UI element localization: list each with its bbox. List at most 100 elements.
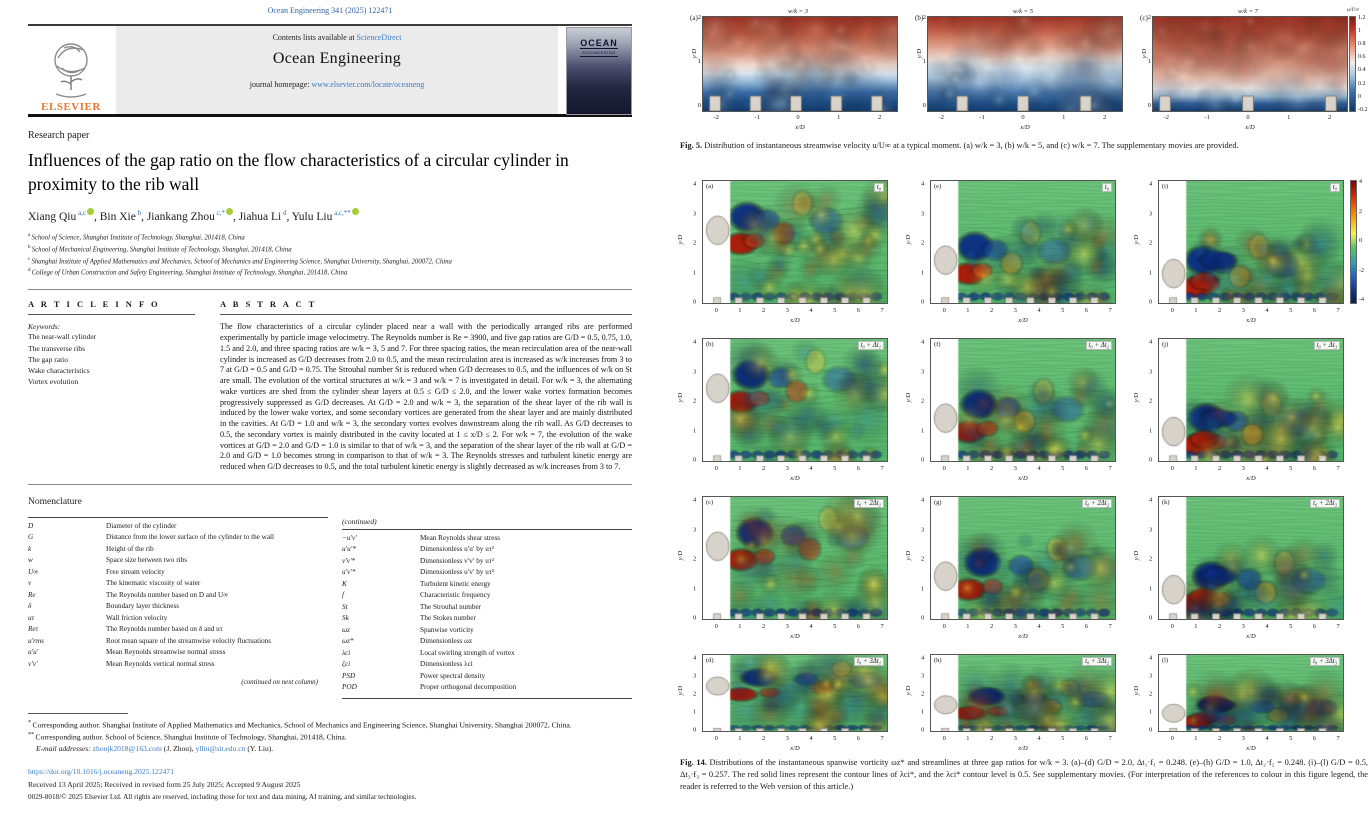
fig14-x-tick: 4	[1265, 307, 1269, 314]
fig14-x-tick: 6	[1312, 735, 1316, 742]
fig5-x-axis-label: x/D	[1020, 124, 1030, 131]
fig5-x-tick: 1	[1062, 114, 1066, 121]
author-superscript: c,*	[214, 209, 225, 218]
fig14-plot-area: (f) t₀ + Δt₂	[930, 338, 1116, 462]
fig14-y-tick: 2	[921, 555, 925, 563]
fig14-x-tick: 6	[856, 465, 860, 472]
fig14-x-tick: 3	[1241, 307, 1245, 314]
fig5-colorbar-tick: -0.2	[1358, 106, 1368, 113]
fig14-y-tick: 2	[693, 555, 697, 563]
orcid-icon[interactable]	[86, 208, 94, 216]
figure-14-caption: Fig. 14. Distributions of the instantane…	[680, 758, 1368, 791]
fig5-y-axis-label: y/D	[691, 48, 699, 59]
fig14-y-tick: 4	[921, 654, 925, 662]
sciencedirect-link[interactable]: ScienceDirect	[356, 33, 402, 42]
fig14-panel-letter: (b)	[706, 341, 714, 348]
fig5-y-tick: 0	[1147, 102, 1151, 109]
email-link-zhou[interactable]: zhoujk2018@163.com	[92, 744, 162, 754]
elsevier-logo[interactable]: ELSEVIER	[28, 26, 114, 114]
nomenclature-table-right: −u′v′ Mean Reynolds shear stress u′u′* Dime…	[342, 528, 632, 699]
fig14-x-tick: 5	[833, 735, 837, 742]
nomenclature-symbol: f	[342, 591, 344, 600]
fig14-colorbar: 4 2 0 -2 -4	[1350, 179, 1370, 304]
fig14-panel: y/D 4 3 2 1 0 (g) t₀ + 2Δt₂ 0 1 2 3 4 5 6 7 x/D	[905, 496, 1122, 650]
fig5-x-tick: -2	[713, 114, 719, 121]
keywords-list: The near-wall cylinder The transverse rib…	[28, 331, 204, 387]
fig14-x-tick: 2	[1217, 465, 1222, 472]
fig14-x-tick: 2	[989, 735, 994, 742]
nomenclature-row: ζci Dimensionless λci	[342, 659, 632, 671]
continued-heading: (continued)	[342, 516, 377, 526]
fig5-panel-letter: (b)	[915, 14, 924, 22]
fig5-x-tick: -2	[938, 114, 944, 121]
fig14-vorticity-field	[1159, 339, 1343, 461]
fig14-time-label: t₀	[1329, 183, 1340, 192]
fig14-x-axis-label: x/D	[790, 633, 800, 640]
footnote-marker: *	[28, 719, 33, 726]
fig14-x-tick: 2	[761, 307, 766, 314]
fig14-y-tick: 4	[1149, 180, 1153, 188]
nomenclature-description: Free stream velocity	[106, 567, 165, 576]
fig14-vorticity-field	[931, 181, 1115, 303]
nomenclature-description: Turbulent kinetic energy	[420, 579, 491, 588]
fig14-x-ticks: 0 1 2 3 4 5 6 7	[1158, 307, 1344, 316]
fig14-x-tick: 7	[880, 735, 884, 742]
doi-link[interactable]: https://doi.org/10.1016/j.oceaneng.2025.…	[28, 767, 175, 777]
nomenclature-description: Root mean square of the streamwise veloc…	[106, 636, 272, 645]
fig14-y-tick: 0	[693, 456, 697, 464]
fig14-x-tick: 4	[809, 735, 813, 742]
fig14-y-tick: 0	[921, 726, 925, 734]
fig5-x-tick: 2	[1103, 114, 1107, 121]
email-link-liu[interactable]: ylliu@sit.edu.cn	[195, 744, 246, 754]
fig5-plot-area	[927, 16, 1123, 112]
fig14-panel-letter: (a)	[706, 183, 714, 190]
nomenclature-symbol: Reτ	[28, 625, 39, 634]
fig14-panel: y/D 4 3 2 1 0 (h) t₀ + 3Δt₂ 0 1 2 3 4 5 6 7 x/D	[905, 654, 1122, 762]
fig14-x-tick: 0	[1170, 623, 1174, 630]
fig14-y-tick: 4	[1149, 654, 1153, 662]
fig5-panel-title: w/k = 7	[1238, 8, 1258, 15]
fig14-vorticity-field	[1159, 497, 1343, 619]
author-superscript: b	[135, 209, 142, 218]
fig5-x-axis-label: x/D	[795, 124, 805, 131]
orcid-icon[interactable]	[351, 208, 359, 216]
fig14-colorbar-tick: -2	[1359, 267, 1364, 274]
fig5-y-tick: 2	[697, 14, 701, 21]
fig5-colorbar-tick: 0.2	[1358, 80, 1366, 87]
fig14-panel: y/D 4 3 2 1 0 (e) t₀ 0 1 2 3 4 5 6 7 x/D	[905, 180, 1122, 334]
fig14-time-label: t₀ + 2Δt₃	[1310, 499, 1340, 508]
fig14-y-tick: 3	[693, 672, 697, 680]
fig5-y-tick: 0	[922, 102, 926, 109]
fig14-x-ticks: 0 1 2 3 4 5 6 7	[702, 465, 888, 474]
running-head-journal-ref[interactable]: Ocean Engineering 341 (2025) 122471	[267, 6, 393, 15]
nomenclature-description: The Strouhal number	[420, 602, 482, 611]
article-info-heading: A R T I C L E I N F O	[28, 299, 161, 310]
journal-cover-thumbnail[interactable]: OCEAN ENGINEERING	[566, 27, 632, 115]
orcid-icon[interactable]	[225, 208, 233, 216]
fig14-plot-area: (l) t₀ + 3Δt₃	[1158, 654, 1344, 732]
fig14-plot-area: (j) t₀ + Δt₃	[1158, 338, 1344, 462]
fig14-x-tick: 3	[1241, 735, 1245, 742]
keyword: Wake characteristics	[28, 366, 90, 376]
fig14-panel-letter: (h)	[934, 657, 942, 664]
fig14-y-tick: 2	[1149, 690, 1153, 698]
fig14-vorticity-field	[703, 181, 887, 303]
fig14-x-tick: 6	[1312, 307, 1316, 314]
fig14-x-tick: 2	[1217, 307, 1222, 314]
fig5-x-tick: -2	[1163, 114, 1169, 121]
fig14-x-tick: 4	[1265, 465, 1269, 472]
nomenclature-symbol: u′u′	[28, 648, 39, 657]
fig14-x-axis-label: x/D	[790, 745, 800, 752]
fig5-velocity-field	[1153, 17, 1347, 111]
journal-homepage-link[interactable]: www.elsevier.com/locate/oceaneng	[311, 80, 425, 89]
fig14-x-tick: 0	[942, 735, 946, 742]
fig14-x-tick: 6	[1084, 735, 1088, 742]
cover-subtitle: ENGINEERING	[580, 48, 618, 57]
fig14-x-tick: 3	[1013, 465, 1017, 472]
fig14-vorticity-field	[931, 497, 1115, 619]
elsevier-wordmark: ELSEVIER	[41, 101, 101, 113]
fig14-x-tick: 0	[714, 307, 718, 314]
nomenclature-description: Mean Reynolds streamwise normal stress	[106, 648, 226, 657]
fig14-x-ticks: 0 1 2 3 4 5 6 7	[1158, 465, 1344, 474]
nomenclature-description: Space size between two ribs	[106, 556, 188, 565]
